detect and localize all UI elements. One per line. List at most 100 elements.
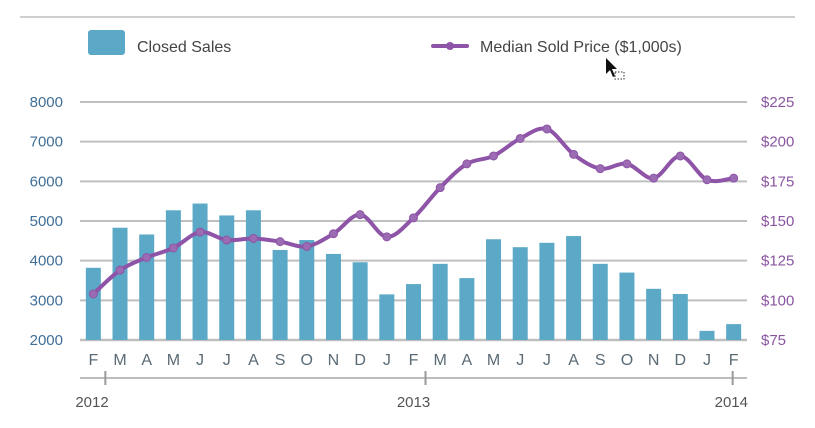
bar — [245, 210, 261, 340]
month-label: J — [196, 352, 204, 369]
left-tick-label: 3000 — [30, 292, 63, 309]
month-label: O — [301, 352, 313, 369]
right-tick-label: $75 — [761, 332, 786, 349]
bar — [219, 215, 235, 340]
price-point — [222, 235, 232, 245]
legend: Closed Sales Median Sold Price ($1,000s) — [88, 30, 682, 56]
left-tick-label: 7000 — [30, 134, 63, 151]
bar — [112, 227, 128, 340]
bar — [539, 242, 555, 340]
price-point — [302, 241, 312, 251]
price-point — [248, 233, 258, 243]
bar — [192, 203, 208, 340]
month-label: M — [487, 352, 500, 369]
month-label: F — [88, 352, 98, 369]
month-label: A — [462, 352, 473, 369]
price-point — [142, 252, 152, 262]
price-point — [409, 213, 418, 223]
price-point — [195, 227, 205, 237]
bar — [165, 210, 181, 340]
bar — [486, 239, 502, 340]
price-point — [595, 164, 605, 174]
price-point — [515, 133, 525, 143]
month-label: D — [354, 352, 366, 369]
legend-line-label: Median Sold Price ($1,000s) — [480, 39, 682, 56]
month-label: M — [434, 352, 447, 369]
legend-bars-swatch — [88, 30, 125, 55]
bar — [459, 278, 475, 340]
bar — [379, 294, 395, 340]
left-tick-label: 4000 — [30, 253, 63, 270]
price-point — [275, 237, 285, 247]
bar — [299, 240, 315, 340]
price-point — [542, 124, 552, 134]
bar — [432, 263, 448, 340]
month-label: O — [621, 352, 633, 369]
bar — [699, 330, 715, 340]
bar-series — [85, 203, 742, 340]
month-label: A — [568, 352, 579, 369]
price-point — [489, 151, 499, 161]
price-point — [435, 183, 445, 193]
month-label: S — [275, 352, 286, 369]
price-point — [328, 229, 338, 239]
month-label: M — [113, 352, 126, 369]
bar — [726, 324, 742, 340]
price-point — [355, 210, 365, 220]
right-tick-label: $100 — [761, 292, 794, 309]
bar — [512, 247, 528, 340]
price-point — [649, 173, 659, 183]
bar — [406, 284, 421, 340]
right-tick-label: $200 — [761, 134, 794, 151]
month-label: F — [409, 352, 419, 369]
price-point — [675, 151, 685, 161]
right-tick-label: $150 — [761, 213, 794, 230]
month-label: N — [648, 352, 660, 369]
bar — [672, 293, 688, 340]
month-label: J — [543, 352, 551, 369]
bar — [272, 249, 288, 340]
price-point — [702, 175, 712, 185]
right-tick-label: $175 — [761, 173, 794, 190]
month-label: N — [328, 352, 340, 369]
price-point — [729, 173, 739, 183]
price-point — [462, 159, 472, 169]
left-tick-label: 2000 — [30, 332, 63, 349]
month-label: J — [223, 352, 231, 369]
price-point — [382, 232, 392, 242]
month-label: J — [516, 352, 524, 369]
legend-line-marker — [446, 42, 454, 50]
month-label: A — [141, 352, 152, 369]
mouse-cursor-icon — [606, 58, 625, 80]
bar — [352, 262, 368, 340]
left-tick-label: 8000 — [30, 94, 63, 111]
price-point — [115, 265, 125, 275]
bar — [139, 234, 155, 340]
bar — [325, 253, 341, 340]
month-label: J — [703, 352, 711, 369]
bar — [566, 236, 582, 340]
month-label: A — [248, 352, 259, 369]
price-point — [88, 289, 98, 299]
month-label: F — [729, 352, 739, 369]
month-label: S — [595, 352, 606, 369]
bar — [85, 267, 101, 340]
year-label: 2014 — [715, 394, 748, 411]
left-axis-ticks: 2000 3000 4000 5000 6000 7000 8000 — [30, 94, 63, 349]
left-tick-label: 6000 — [30, 173, 63, 190]
month-label: J — [383, 352, 391, 369]
bar — [619, 272, 635, 340]
right-axis-ticks: $75 $100 $125 $150 $175 $200 $225 — [761, 94, 794, 349]
timeline-axis: 2012 2013 2014 — [75, 371, 748, 411]
right-tick-label: $225 — [761, 94, 794, 111]
month-label: D — [675, 352, 687, 369]
price-point — [168, 243, 178, 253]
bar — [592, 263, 608, 340]
month-label: M — [167, 352, 180, 369]
legend-bars-label: Closed Sales — [137, 39, 231, 56]
price-point — [622, 159, 632, 169]
left-tick-label: 5000 — [30, 213, 63, 230]
price-point — [569, 149, 579, 159]
